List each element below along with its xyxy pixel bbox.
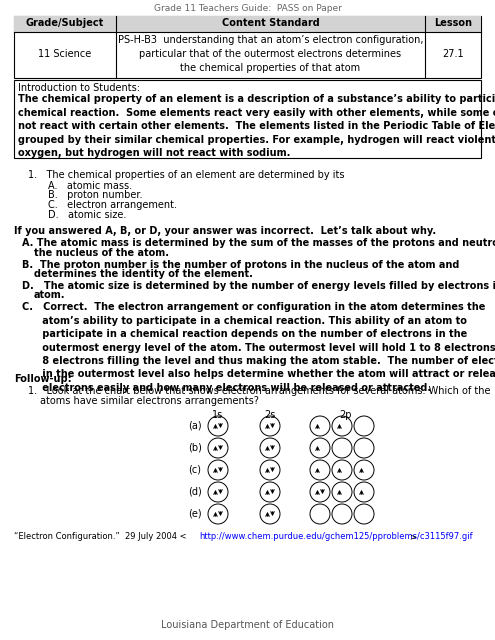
Text: Grade 11 Teachers Guide:  PASS on Paper: Grade 11 Teachers Guide: PASS on Paper — [153, 4, 342, 13]
Text: (c): (c) — [189, 465, 201, 475]
Text: 27.1: 27.1 — [442, 49, 464, 59]
Text: (e): (e) — [188, 509, 202, 519]
Text: D.   The atomic size is determined by the number of energy levels filled by elec: D. The atomic size is determined by the … — [22, 281, 495, 291]
Bar — [14, 16, 481, 32]
Text: PS-H-B3  understanding that an atom’s electron configuration,
particular that of: PS-H-B3 understanding that an atom’s ele… — [118, 35, 423, 73]
Text: B.  The proton number is the number of protons in the nucleus of the atom and: B. The proton number is the number of pr… — [22, 259, 459, 269]
Text: “Electron Configuration.”  29 July 2004 <: “Electron Configuration.” 29 July 2004 < — [14, 532, 187, 541]
Text: Content Standard: Content Standard — [222, 18, 319, 28]
Text: determines the identity of the element.: determines the identity of the element. — [34, 269, 253, 279]
Text: Lesson: Lesson — [434, 18, 472, 28]
Text: C.   Correct.  The electron arrangement or configuration in the atom determines : C. Correct. The electron arrangement or … — [22, 303, 495, 393]
Text: atom.: atom. — [34, 291, 65, 301]
Text: 11 Science: 11 Science — [39, 49, 92, 59]
Text: D.   atomic size.: D. atomic size. — [48, 209, 126, 220]
Text: atoms have similar electrons arrangements?: atoms have similar electrons arrangement… — [40, 396, 259, 406]
Text: http://www.chem.purdue.edu/gchem125/pproblems/c3115f97.gif: http://www.chem.purdue.edu/gchem125/ppro… — [199, 532, 473, 541]
Text: A. The atomic mass is determined by the sum of the masses of the protons and neu: A. The atomic mass is determined by the … — [22, 238, 495, 248]
Text: A.   atomic mass.: A. atomic mass. — [48, 181, 132, 191]
Text: Follow-up:: Follow-up: — [14, 374, 72, 385]
Bar — [14, 16, 481, 78]
Text: 1.   Look at the chart below that shows electron arrangements for several atoms.: 1. Look at the chart below that shows el… — [28, 387, 491, 397]
Text: (d): (d) — [188, 487, 202, 497]
Bar — [14, 80, 481, 158]
Text: Grade/Subject: Grade/Subject — [26, 18, 104, 28]
Text: C.   electron arrangement.: C. electron arrangement. — [48, 200, 177, 210]
Text: 2p: 2p — [339, 410, 351, 420]
Text: 1.   The chemical properties of an element are determined by its: 1. The chemical properties of an element… — [28, 170, 345, 180]
Text: >: > — [409, 532, 416, 541]
Text: If you answered A, B, or D, your answer was incorrect.  Let’s talk about why.: If you answered A, B, or D, your answer … — [14, 226, 436, 236]
Text: The chemical property of an element is a description of a substance’s ability to: The chemical property of an element is a… — [18, 94, 495, 158]
Text: the nucleus of the atom.: the nucleus of the atom. — [34, 248, 169, 257]
Text: Introduction to Students:: Introduction to Students: — [18, 83, 140, 93]
Text: (b): (b) — [188, 443, 202, 453]
Text: B.   proton number.: B. proton number. — [48, 191, 143, 200]
Text: 2s: 2s — [264, 410, 276, 420]
Text: 1s: 1s — [212, 410, 224, 420]
Text: (a): (a) — [188, 421, 202, 431]
Text: Louisiana Department of Education: Louisiana Department of Education — [161, 620, 334, 630]
